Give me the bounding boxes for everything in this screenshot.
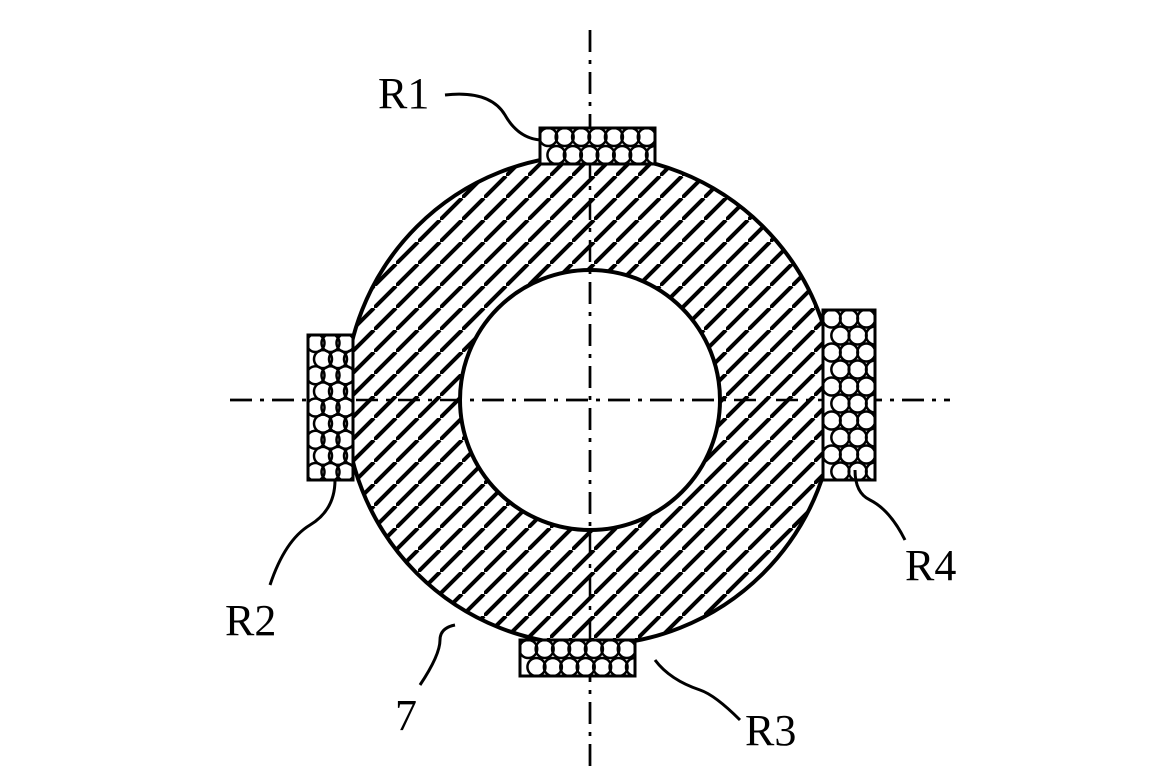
label-r3: R3 — [745, 705, 796, 756]
label-seven: 7 — [395, 690, 417, 741]
sensor-R3 — [519, 640, 644, 676]
leader-seven — [420, 625, 455, 685]
leader-R1 — [445, 94, 540, 140]
sensor-R4 — [823, 310, 884, 481]
label-r4: R4 — [905, 540, 956, 591]
leader-R2 — [270, 480, 335, 585]
label-r2: R2 — [225, 595, 276, 646]
label-r1: R1 — [378, 68, 429, 119]
leader-R3 — [655, 660, 740, 720]
sensor-R1 — [539, 128, 664, 164]
sensor-R2 — [307, 334, 363, 481]
